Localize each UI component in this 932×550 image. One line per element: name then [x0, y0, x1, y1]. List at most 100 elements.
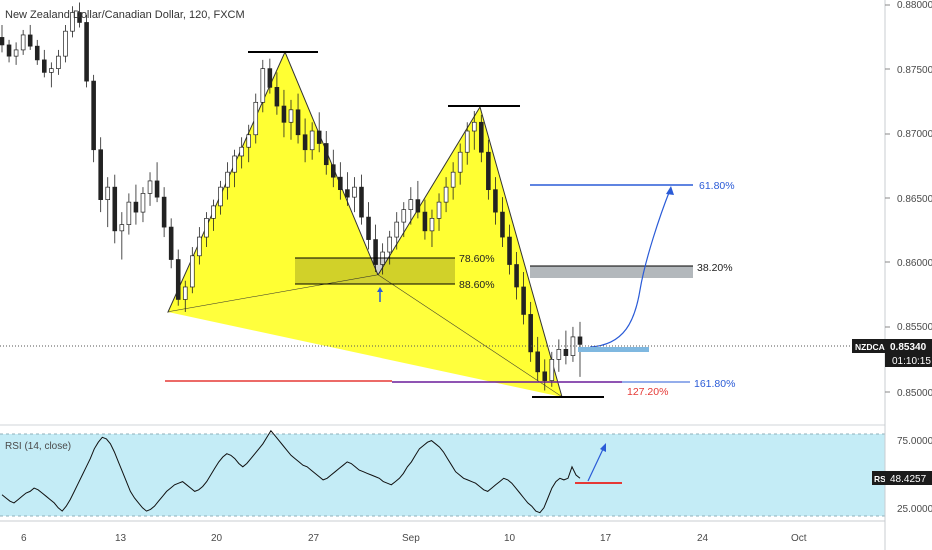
candle-body [577, 336, 583, 345]
candle-body [457, 151, 463, 173]
candle-body [464, 130, 470, 153]
candle-body [91, 80, 96, 151]
candle-body [253, 101, 259, 136]
candle-body [204, 218, 209, 238]
symbol-badge-text: NZDCAD [855, 342, 891, 352]
time-tick: 17 [600, 533, 612, 544]
candle-body [126, 201, 132, 225]
candle-body [563, 349, 569, 356]
rsi-badge [872, 471, 886, 485]
rsi-tick: 25.0000 [897, 504, 932, 515]
candle-body [373, 239, 378, 265]
time-tick: 24 [697, 533, 709, 544]
candle-body [147, 180, 153, 194]
rsi-label: RSI (14, close) [5, 441, 71, 452]
candle-body [182, 286, 188, 300]
candle-body [422, 211, 428, 232]
candle-body [521, 286, 526, 315]
candle-body [49, 68, 54, 73]
candle-body [366, 216, 371, 240]
candle-body [309, 130, 315, 151]
ext-1618-label: 161.80% [694, 378, 735, 390]
candle-body [197, 236, 202, 257]
fib-886-label: 88.60% [459, 279, 495, 291]
entry-box[interactable] [578, 347, 649, 352]
price-axis[interactable]: 0.88000 0.87500 0.87000 0.86500 0.86000 … [885, 0, 932, 399]
time-tick: Sep [402, 533, 420, 544]
rsi-tick: 75.0000 [897, 436, 932, 447]
time-axis[interactable]: 6 13 20 27 Sep 10 17 24 Oct [21, 533, 807, 544]
candle-body [274, 86, 280, 107]
time-tick: 27 [308, 533, 320, 544]
candle-body [0, 37, 5, 46]
countdown-text: 01:10:15 [892, 356, 931, 367]
candle-body [260, 68, 266, 103]
candle-body [345, 189, 350, 198]
candle-body [359, 186, 364, 218]
candle-body [295, 109, 301, 136]
candle-body [225, 171, 230, 188]
candle-body [27, 34, 33, 47]
price-tick: 0.85000 [897, 388, 932, 399]
candle-body [323, 143, 329, 166]
candle-body [500, 211, 505, 238]
candle-body [105, 186, 111, 200]
rsi-pane-band [0, 434, 885, 516]
target-382-box[interactable] [530, 266, 693, 278]
target-382-label: 38.20% [697, 262, 733, 274]
candle-body [140, 193, 146, 213]
candle-body [450, 171, 456, 188]
candle-body [528, 314, 533, 353]
rsi-line [1, 429, 581, 514]
candle-body [493, 189, 498, 213]
candle-body [570, 336, 576, 356]
candle-body [387, 236, 392, 253]
candle-body [429, 218, 435, 232]
candle-body [288, 109, 294, 123]
candle-body [218, 186, 223, 207]
candles-layer [0, 2, 583, 391]
candle-body [112, 186, 118, 232]
candle-body [338, 176, 343, 191]
candle-body [42, 59, 47, 73]
rsi-value-badge [885, 471, 932, 485]
candle-body [394, 221, 400, 238]
countdown-badge [885, 353, 932, 367]
time-tick: 13 [115, 533, 127, 544]
symbol-badge [852, 339, 885, 353]
candle-body [34, 45, 40, 61]
candle-body [246, 134, 251, 148]
harmonic-pattern[interactable] [167, 50, 563, 399]
candle-body [267, 68, 273, 88]
price-tick: 0.88000 [897, 0, 932, 11]
time-tick: 20 [211, 533, 223, 544]
candle-body [168, 226, 174, 260]
candle-body [408, 199, 414, 210]
pattern-xbd-fill [168, 275, 562, 397]
time-tick: Oct [791, 533, 807, 544]
candle-body [119, 224, 125, 232]
time-tick: 6 [21, 533, 27, 544]
candle-body [211, 205, 216, 219]
candle-body [84, 22, 89, 82]
candle-body [415, 199, 421, 213]
current-price-text: 0.85340 [890, 342, 927, 353]
target-618-label: 61.80% [699, 180, 735, 192]
candle-body [514, 264, 519, 288]
candle-body [352, 186, 357, 198]
rsi-value-text: 48.4257 [890, 474, 927, 485]
candle-body [77, 12, 82, 23]
projection-curve [589, 189, 671, 348]
rsi-projection-line [587, 446, 605, 482]
b-arrow-head-icon [377, 287, 383, 292]
projection-arrow-icon [666, 186, 674, 195]
candle-body [56, 55, 61, 69]
candle-body [63, 30, 68, 57]
fib-prz-zone[interactable] [295, 258, 455, 284]
price-tick: 0.87500 [897, 65, 932, 76]
chart-title: New Zealand Dollar/Canadian Dollar, 120,… [5, 9, 245, 21]
candle-body [549, 359, 555, 381]
candle-body [486, 151, 491, 191]
candle-body [239, 146, 244, 157]
